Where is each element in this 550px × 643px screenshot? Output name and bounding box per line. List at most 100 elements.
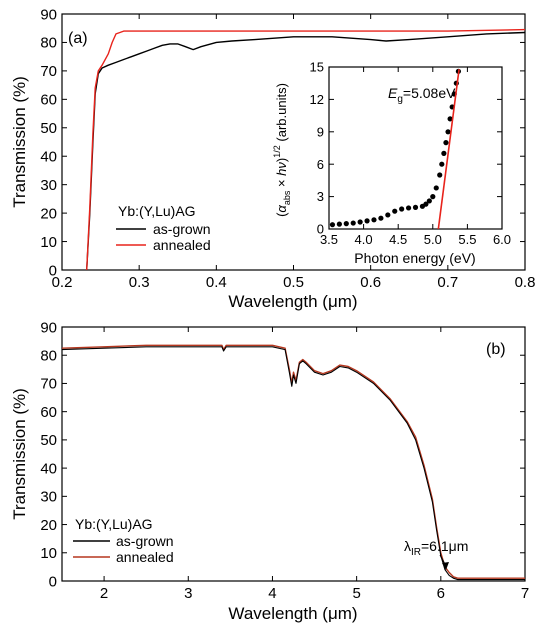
panel-b-annotation-suffix: =6.1μm	[421, 538, 468, 554]
panel-b-xlabel: Wavelength (μm)	[228, 604, 357, 623]
legend-a-as-grown-label: as-grown	[153, 221, 211, 237]
inset-annotation-suffix: =5.08eV	[403, 85, 456, 101]
x-tick-label: 6.0	[493, 232, 511, 247]
y-tick-label: 12	[310, 92, 324, 107]
y-tick-label: 40	[40, 148, 57, 165]
y-tick-label: 15	[310, 60, 324, 75]
panel-a-legend: Yb:(Y,Lu)AG as-grown annealed	[116, 203, 211, 253]
inset-data-point	[385, 212, 391, 218]
series-a-annealed-line	[86, 28, 526, 271]
inset-data-point	[445, 129, 451, 135]
inset-annotation-subscript: g	[397, 94, 403, 105]
y-tick-label: 70	[40, 63, 57, 80]
inset-data-point	[430, 194, 436, 200]
inset-data-point	[447, 116, 453, 122]
panel-b-ylabel: Transmission (%)	[10, 388, 29, 520]
x-tick-label: 0.4	[206, 274, 227, 291]
inset: 3.5 4.0 4.5 5.0 5.5 6.0 0 3 6 9 12 15 Eg=5.08eV Pho…	[272, 60, 511, 266]
inset-data-point	[371, 217, 377, 223]
panel-a-lines	[86, 28, 526, 271]
inset-data-point	[433, 185, 439, 191]
y-tick-label: 10	[40, 545, 57, 562]
inset-data-point	[426, 198, 432, 204]
y-tick-label: 3	[317, 189, 324, 204]
inset-data-point	[437, 172, 443, 178]
y-tick-label: 80	[40, 347, 57, 364]
y-tick-label: 6	[317, 157, 324, 172]
inset-frame	[328, 66, 503, 230]
inset-data-point	[357, 219, 363, 225]
inset-data-point	[336, 221, 342, 227]
legend-b-title: Yb:(Y,Lu)AG	[75, 516, 153, 532]
x-tick-label: 2	[100, 585, 108, 602]
y-tick-label: 0	[317, 222, 324, 237]
x-tick-label: 6	[437, 585, 445, 602]
inset-xlabel: Photon energy (eV)	[354, 250, 475, 266]
y-tick-label: 0	[49, 573, 57, 590]
inset-data-point	[392, 208, 398, 214]
y-tick-label: 60	[40, 404, 57, 421]
x-tick-label: 3	[184, 585, 192, 602]
y-tick-label: 70	[40, 376, 57, 393]
y-tick-label: 60	[40, 92, 57, 109]
y-tick-label: 30	[40, 177, 57, 194]
legend-b-annealed-label: annealed	[116, 549, 174, 565]
inset-data-point	[399, 206, 405, 212]
x-tick-label: 5.5	[458, 232, 476, 247]
x-tick-label: 0.5	[283, 274, 304, 291]
inset-data-point	[364, 218, 370, 224]
y-tick-label: 20	[40, 517, 57, 534]
y-tick-label: 50	[40, 120, 57, 137]
inset-data-point	[343, 221, 349, 227]
x-tick-label: 7	[521, 585, 529, 602]
x-tick-label: 0.8	[515, 274, 536, 291]
x-tick-label: 0.2	[52, 274, 73, 291]
x-tick-label: 5.0	[424, 232, 442, 247]
y-tick-label: 9	[317, 124, 324, 139]
y-tick-label: 20	[40, 205, 57, 222]
inset-data-point	[405, 205, 412, 211]
inset-fit-line	[437, 69, 460, 230]
x-tick-label: 3.5	[320, 232, 338, 247]
legend-a-title: Yb:(Y,Lu)AG	[118, 203, 196, 219]
inset-annotation: Eg=5.08eV	[388, 85, 456, 105]
inset-data-point	[439, 161, 445, 167]
y-tick-label: 10	[40, 234, 57, 251]
inset-data-point	[443, 140, 449, 146]
y-tick-label: 50	[40, 432, 57, 449]
x-tick-label: 0.3	[129, 274, 150, 291]
panel-a-xlabel: Wavelength (μm)	[228, 292, 357, 311]
legend-a-annealed-label: annealed	[153, 237, 211, 253]
panel-b-frame	[61, 326, 526, 582]
y-tick-label: 90	[40, 319, 57, 336]
x-tick-label: 4	[268, 585, 276, 602]
x-tick-label: 4.5	[389, 232, 407, 247]
annotation-arrow-head	[442, 562, 449, 570]
y-tick-label: 40	[40, 460, 57, 477]
x-tick-label: 5	[352, 585, 360, 602]
x-tick-label: 0.6	[360, 274, 381, 291]
x-tick-label: 4.0	[355, 232, 373, 247]
y-tick-label: 80	[40, 35, 57, 52]
legend-b-as-grown-label: as-grown	[116, 533, 174, 549]
panel-b-annotation: λIR=6.1μm	[404, 538, 468, 558]
y-tick-label: 30	[40, 489, 57, 506]
inset-data-point	[378, 215, 384, 221]
inset-annotation-prefix: E	[388, 85, 398, 101]
panel-b-annotation-prefix: λ	[404, 538, 411, 554]
inset-data-point	[350, 220, 356, 226]
inset-data-point	[412, 204, 419, 210]
inset-ticks: 3.5 4.0 4.5 5.0 5.5 6.0 0 3 6 9 12 15	[310, 60, 512, 247]
panel-b-label: (b)	[486, 341, 506, 358]
panel-a-label: (a)	[68, 30, 88, 47]
y-tick-label: 90	[40, 6, 57, 23]
series-a-as-grown-line	[86, 31, 526, 271]
panel-b-annotation-subscript: IR	[411, 547, 421, 558]
inset-data-point	[423, 201, 429, 207]
panel-a: 0.2 0.3 0.4 0.5 0.6 0.7 0.80102030405060708090…	[10, 6, 535, 311]
panel-b-legend: Yb:(Y,Lu)AG as-grown annealed	[73, 516, 174, 565]
